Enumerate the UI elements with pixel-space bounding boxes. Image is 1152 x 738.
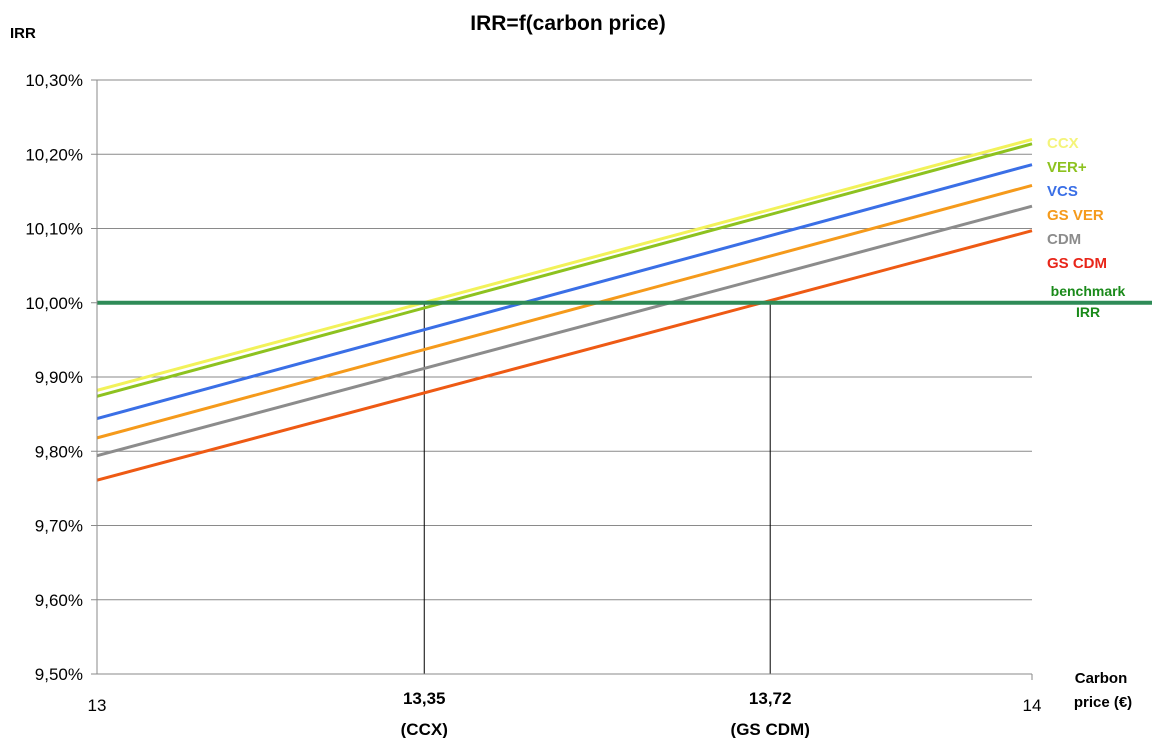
- series-line-vcs: [96, 163, 1033, 421]
- series-label: VCS: [1047, 183, 1078, 200]
- y-tick-label: 10,30%: [25, 71, 83, 90]
- series-line-cdm: [96, 204, 1033, 458]
- y-tick-label: 9,90%: [35, 368, 83, 387]
- x-axis-title-line2: price (€): [1074, 694, 1132, 711]
- series-line-ver-: [96, 142, 1033, 398]
- y-tick-label: 9,50%: [35, 665, 83, 684]
- series-label: CCX: [1047, 135, 1079, 152]
- y-tick-label: 10,10%: [25, 220, 83, 239]
- y-tick-label: 9,70%: [35, 517, 83, 536]
- series-line-ccx: [96, 137, 1033, 392]
- x-tick-sublabel: (GS CDM): [731, 720, 810, 738]
- x-tick-label: 13,72: [749, 689, 792, 708]
- x-tick-labels: 13 13,35 (CCX) 13,72 (GS CDM) 14: [88, 689, 1042, 738]
- grid: [91, 79, 1032, 675]
- x-tick-sublabel: (CCX): [401, 720, 448, 738]
- chart-title: IRR=f(carbon price): [470, 12, 665, 35]
- x-axis-title-line1: Carbon: [1075, 670, 1128, 687]
- y-tick-label: 9,60%: [35, 591, 83, 610]
- series-label: GS CDM: [1047, 255, 1107, 272]
- benchmark-label-line1: benchmark: [1051, 283, 1126, 299]
- series-label: GS VER: [1047, 207, 1104, 224]
- axes: [96, 80, 1033, 680]
- y-axis-title: IRR: [10, 25, 36, 42]
- series-line-gs-ver: [96, 183, 1033, 440]
- series-label: CDM: [1047, 231, 1081, 248]
- y-tick-label: 10,00%: [25, 294, 83, 313]
- x-tick-label: 14: [1023, 696, 1042, 715]
- series-labels: CCX VER+ VCS GS VER CDM GS CDM benchmark IRR: [1047, 135, 1126, 320]
- series-label: VER+: [1047, 159, 1087, 176]
- marker-lines: [423, 302, 771, 674]
- y-tick-label: 9,80%: [35, 442, 83, 461]
- x-tick-label: 13,35: [403, 689, 446, 708]
- series-lines: [96, 137, 1033, 482]
- series-line-gs-cdm: [96, 229, 1033, 482]
- x-tick-label: 13: [88, 696, 107, 715]
- benchmark-label-line2: IRR: [1076, 304, 1100, 320]
- y-tick-label: 10,20%: [25, 145, 83, 164]
- y-tick-labels: 9,50% 9,60% 9,70% 9,80% 9,90% 10,00% 10,10% 10,…: [25, 71, 83, 684]
